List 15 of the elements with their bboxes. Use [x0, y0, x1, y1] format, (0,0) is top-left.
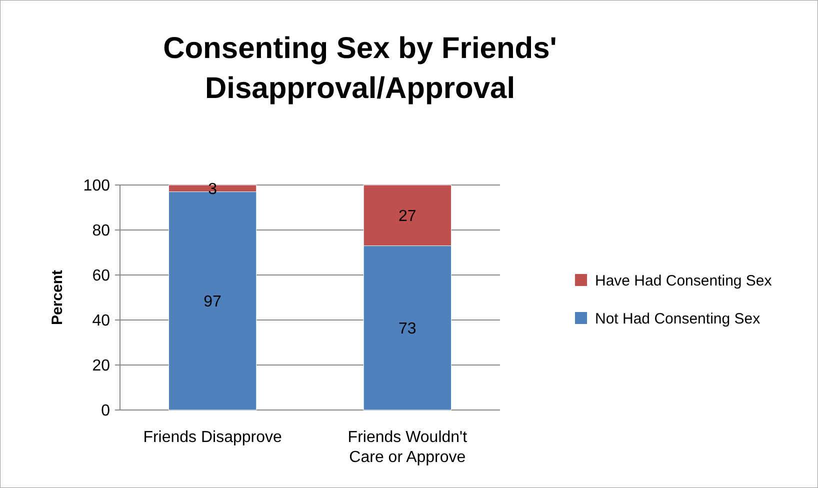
- y-tick-label: 0: [101, 402, 110, 420]
- legend-label: Not Had Consenting Sex: [595, 310, 761, 328]
- chart-title: Consenting Sex by Friends' Disapproval/Approval: [163, 32, 557, 105]
- y-tick-label: 80: [92, 222, 110, 240]
- x-tick-label: Friends Wouldn't Care or Approve: [348, 429, 468, 466]
- data-label: 27: [398, 208, 416, 225]
- data-label: 97: [204, 293, 222, 310]
- y-tick-label: 40: [92, 312, 110, 330]
- y-axis-title: Percent: [49, 270, 66, 326]
- y-tick-label: 100: [83, 178, 110, 195]
- y-tick-label: 60: [92, 268, 110, 285]
- legend-label: Have Had Consenting Sex: [595, 272, 772, 290]
- data-label: 73: [398, 320, 416, 338]
- y-tick-label: 20: [92, 358, 110, 375]
- x-tick-label: Friends Disapprove: [143, 429, 282, 446]
